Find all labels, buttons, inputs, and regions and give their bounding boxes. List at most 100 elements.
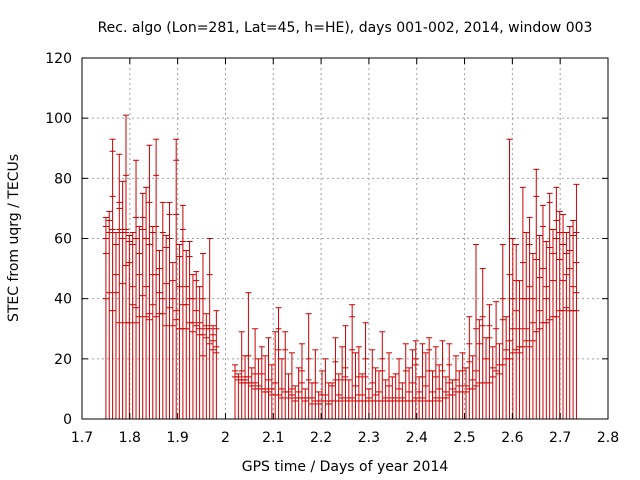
error-bar — [563, 231, 570, 419]
error-bar — [429, 370, 436, 419]
error-bar — [258, 346, 265, 419]
error-bar — [412, 340, 419, 419]
x-tick-label: 2.5 — [453, 430, 475, 446]
x-tick-label: 1.9 — [167, 430, 189, 446]
error-bar — [389, 376, 396, 419]
error-bar — [309, 382, 316, 419]
error-bar — [526, 216, 533, 419]
error-bar — [156, 250, 163, 419]
y-tick-label: 100 — [45, 111, 72, 127]
error-bar — [179, 204, 186, 419]
x-axis-label: GPS time / Days of year 2014 — [242, 459, 449, 475]
error-bar — [119, 180, 126, 419]
error-bar — [369, 349, 376, 419]
error-bar — [122, 114, 129, 419]
error-bar — [203, 313, 210, 419]
x-tick-label: 2.6 — [501, 430, 523, 446]
error-bar — [523, 231, 530, 419]
error-bar — [176, 244, 183, 419]
error-bar — [452, 355, 459, 419]
error-bar — [466, 316, 473, 419]
error-bar — [129, 231, 136, 419]
error-bar — [462, 367, 469, 419]
error-bar — [529, 253, 536, 419]
error-bar — [305, 313, 312, 419]
error-bar — [146, 144, 153, 419]
y-axis-label: STEC from uqrg / TECUs — [6, 154, 22, 322]
x-tick-label: 2.2 — [310, 430, 332, 446]
error-bar — [102, 216, 109, 419]
error-bar — [282, 331, 289, 419]
error-bar — [406, 367, 413, 419]
error-bar — [213, 310, 220, 419]
error-bar — [189, 274, 196, 419]
error-bar — [126, 234, 133, 419]
error-bar — [469, 355, 476, 419]
error-bar — [419, 343, 426, 419]
error-bar — [519, 186, 526, 419]
error-bar — [396, 358, 403, 419]
y-tick-labels: 0 20 40 60 80 100 120 — [45, 51, 72, 428]
error-bar — [486, 304, 493, 419]
error-bar — [298, 343, 305, 419]
error-bar — [245, 292, 252, 419]
error-bar — [186, 241, 193, 419]
error-bar — [355, 346, 362, 419]
y-tick-label: 0 — [63, 412, 72, 428]
y-tick-label: 20 — [54, 352, 72, 368]
error-bar — [473, 244, 480, 419]
error-bar — [183, 250, 190, 419]
error-bar — [385, 352, 392, 419]
error-bar — [372, 367, 379, 419]
error-bar — [112, 231, 119, 419]
error-bar — [456, 370, 463, 419]
error-bar — [106, 210, 113, 419]
error-bar — [210, 325, 217, 419]
error-bar — [332, 337, 339, 419]
error-bar — [539, 204, 546, 419]
error-bar — [345, 379, 352, 419]
error-bar — [235, 373, 242, 419]
error-bar — [262, 355, 269, 419]
x-tick-label: 2.1 — [262, 430, 284, 446]
error-bar — [136, 225, 143, 419]
error-bars — [102, 114, 580, 419]
error-bar — [206, 238, 213, 419]
error-bar — [546, 192, 553, 419]
error-bar — [446, 343, 453, 419]
error-bar — [379, 331, 386, 419]
x-tick-label: 2 — [221, 430, 230, 446]
error-bar — [436, 364, 443, 419]
error-bar — [196, 286, 203, 419]
error-bar — [159, 201, 166, 419]
error-bar — [288, 352, 295, 419]
error-bar — [352, 352, 359, 419]
error-bar — [278, 358, 285, 419]
error-bar — [513, 244, 520, 419]
x-tick-label: 2.7 — [549, 430, 571, 446]
error-bar — [342, 325, 349, 419]
error-bar — [173, 138, 180, 419]
error-bar — [292, 385, 299, 419]
x-tick-label: 1.8 — [119, 430, 141, 446]
error-bar — [163, 234, 170, 419]
error-bar — [265, 337, 272, 419]
error-bar — [359, 373, 366, 419]
error-bar — [238, 331, 245, 419]
x-tick-label: 2.4 — [406, 430, 428, 446]
error-bar — [349, 304, 356, 419]
error-bar — [439, 340, 446, 419]
error-bar — [252, 328, 259, 419]
error-bar — [496, 343, 503, 419]
error-bar — [442, 376, 449, 419]
error-bar — [553, 186, 560, 419]
y-tick-label: 60 — [54, 232, 72, 248]
y-tick-label: 40 — [54, 292, 72, 308]
error-bar — [483, 337, 490, 419]
error-bar — [506, 138, 513, 419]
error-bar — [499, 244, 506, 419]
error-bar — [339, 346, 346, 419]
error-bar — [139, 192, 146, 419]
x-tick-label: 2.3 — [358, 430, 380, 446]
